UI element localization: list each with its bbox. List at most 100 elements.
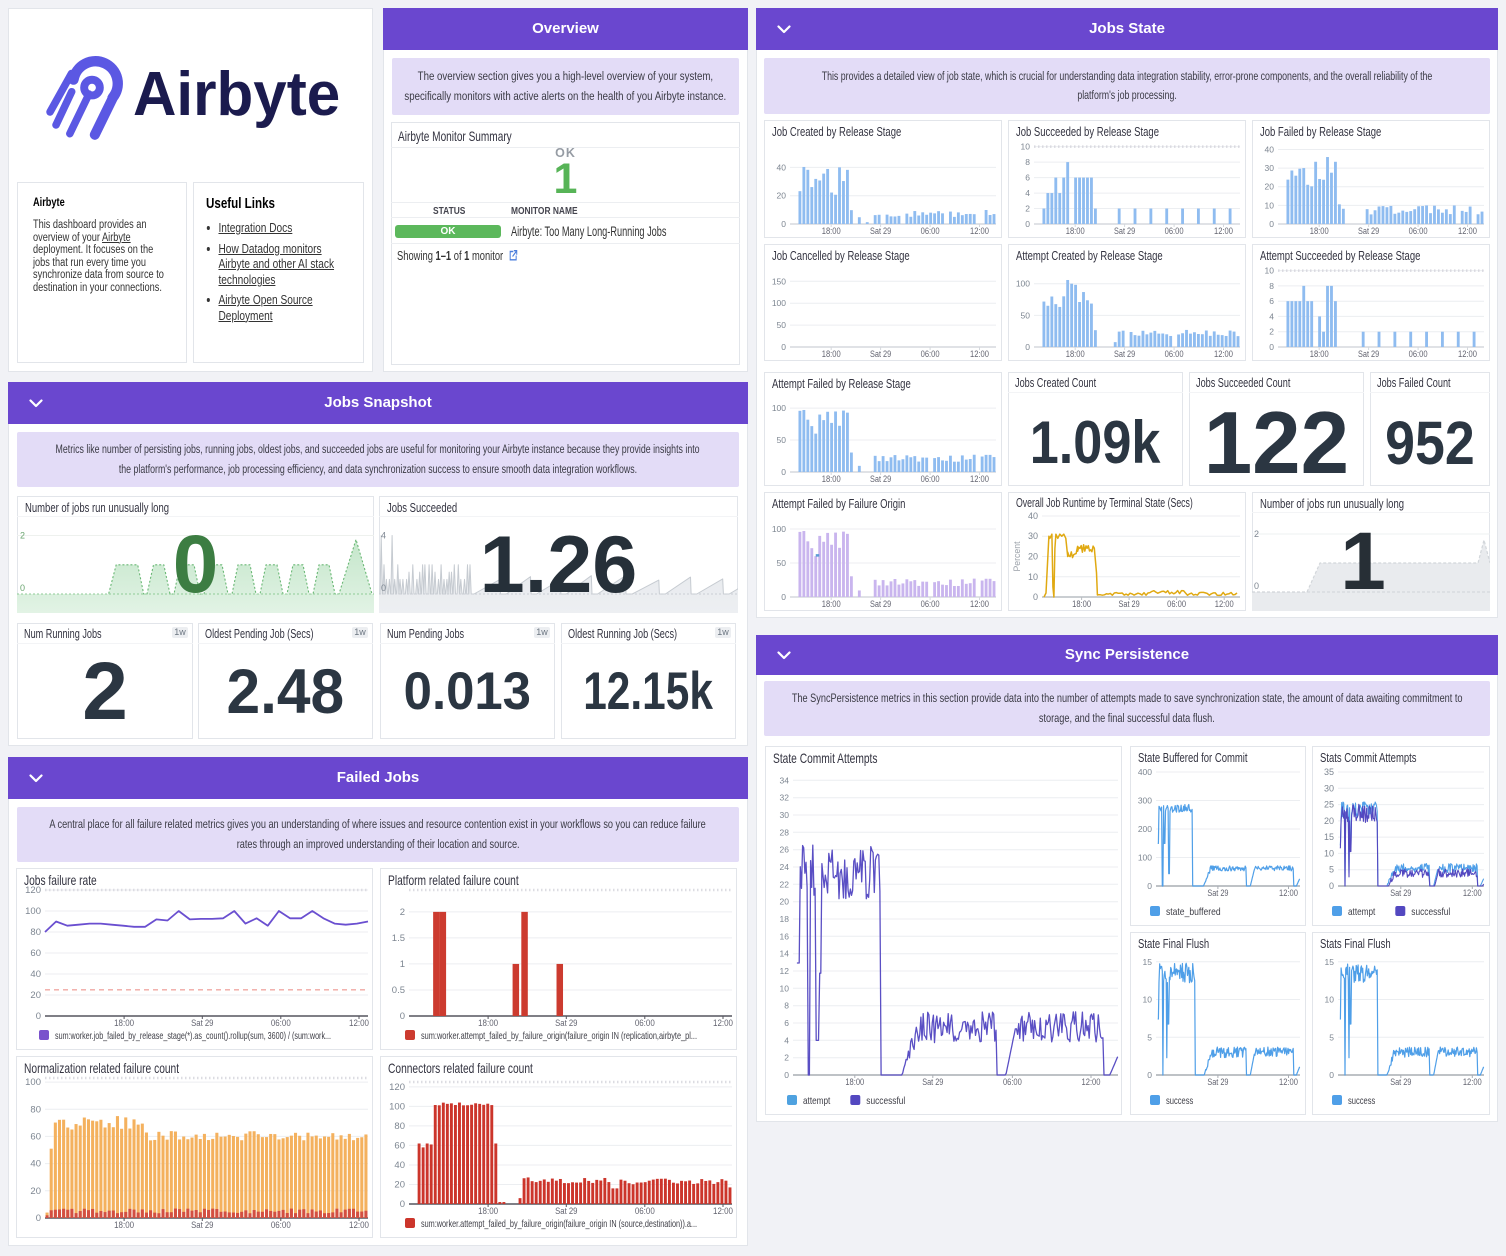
svg-text:06:00: 06:00 [1167, 599, 1186, 609]
svg-text:06:00: 06:00 [1165, 226, 1184, 236]
svg-text:0: 0 [781, 342, 786, 352]
svg-text:0: 0 [1329, 1070, 1334, 1080]
svg-text:100: 100 [25, 906, 41, 917]
svg-text:06:00: 06:00 [1409, 226, 1428, 236]
svg-text:8: 8 [1025, 157, 1030, 167]
svg-text:35: 35 [1324, 767, 1334, 777]
svg-text:12:00: 12:00 [970, 599, 989, 609]
svg-text:18:00: 18:00 [478, 1206, 498, 1217]
svg-text:0: 0 [1025, 342, 1030, 352]
svg-text:15: 15 [1325, 957, 1335, 967]
svg-text:0: 0 [400, 1199, 405, 1210]
svg-text:Sat 29: Sat 29 [555, 1018, 577, 1029]
svg-text:4: 4 [1025, 188, 1030, 198]
svg-text:18:00: 18:00 [1072, 599, 1091, 609]
svg-text:20: 20 [1324, 816, 1334, 826]
svg-text:2: 2 [400, 907, 405, 918]
svg-text:1.5: 1.5 [392, 933, 405, 944]
svg-text:attempt: attempt [1348, 906, 1375, 918]
svg-text:50: 50 [777, 558, 787, 568]
svg-text:Sat 29: Sat 29 [191, 1220, 213, 1231]
svg-text:06:00: 06:00 [921, 599, 940, 609]
svg-text:100: 100 [1138, 853, 1152, 863]
svg-text:12:00: 12:00 [1214, 226, 1233, 236]
svg-text:15: 15 [1324, 832, 1334, 842]
svg-text:200: 200 [1138, 824, 1152, 834]
svg-text:100: 100 [25, 1077, 41, 1088]
svg-text:06:00: 06:00 [1003, 1077, 1022, 1087]
svg-text:Sat 29: Sat 29 [1358, 349, 1379, 359]
svg-text:18:00: 18:00 [114, 1220, 134, 1231]
svg-text:10: 10 [780, 983, 790, 993]
svg-text:18:00: 18:00 [822, 474, 841, 484]
svg-text:18:00: 18:00 [822, 349, 841, 359]
svg-text:60: 60 [30, 1131, 41, 1142]
svg-text:successful: successful [866, 1095, 905, 1107]
svg-text:5: 5 [1329, 865, 1334, 875]
svg-text:34: 34 [780, 775, 790, 785]
svg-text:0: 0 [1269, 219, 1274, 229]
svg-text:10: 10 [1324, 848, 1334, 858]
svg-text:12:00: 12:00 [349, 1220, 369, 1231]
svg-text:12:00: 12:00 [970, 226, 989, 236]
svg-text:40: 40 [1028, 511, 1038, 521]
svg-text:30: 30 [1265, 163, 1275, 173]
svg-text:18:00: 18:00 [1310, 226, 1329, 236]
svg-text:20: 20 [30, 1186, 41, 1197]
svg-text:0: 0 [20, 583, 25, 593]
svg-text:60: 60 [30, 948, 41, 959]
svg-text:10: 10 [1143, 995, 1153, 1005]
svg-text:12:00: 12:00 [1279, 888, 1298, 898]
svg-text:sum:worker.attempt_failed_by_f: sum:worker.attempt_failed_by_failure_ori… [421, 1218, 697, 1230]
svg-text:40: 40 [30, 1159, 41, 1170]
svg-text:0: 0 [1147, 1070, 1152, 1080]
svg-text:successful: successful [1411, 906, 1450, 918]
svg-text:0: 0 [381, 583, 386, 593]
svg-text:0: 0 [1254, 581, 1259, 591]
svg-text:Sat 29: Sat 29 [870, 226, 891, 236]
svg-text:15: 15 [1143, 957, 1153, 967]
svg-text:100: 100 [772, 298, 786, 308]
svg-text:4: 4 [784, 1035, 789, 1045]
svg-text:12:00: 12:00 [1082, 1077, 1101, 1087]
svg-text:80: 80 [30, 1104, 41, 1115]
svg-text:40: 40 [1265, 145, 1275, 155]
svg-text:06:00: 06:00 [271, 1018, 291, 1029]
svg-text:06:00: 06:00 [271, 1220, 291, 1231]
svg-text:1: 1 [400, 959, 405, 970]
svg-text:12:00: 12:00 [1214, 349, 1233, 359]
svg-text:60: 60 [394, 1140, 405, 1151]
svg-text:50: 50 [1021, 310, 1031, 320]
svg-text:150: 150 [772, 276, 786, 286]
svg-text:16: 16 [780, 931, 790, 941]
svg-text:300: 300 [1138, 796, 1152, 806]
svg-text:2: 2 [1254, 529, 1259, 539]
svg-text:18:00: 18:00 [1310, 349, 1329, 359]
svg-text:06:00: 06:00 [921, 474, 940, 484]
svg-text:0.5: 0.5 [392, 985, 405, 996]
svg-text:50: 50 [777, 320, 787, 330]
svg-text:Sat 29: Sat 29 [870, 474, 891, 484]
svg-text:12:00: 12:00 [713, 1018, 733, 1029]
svg-text:20: 20 [780, 897, 790, 907]
svg-text:20: 20 [1028, 552, 1038, 562]
svg-text:Sat 29: Sat 29 [191, 1018, 213, 1029]
svg-text:20: 20 [394, 1180, 405, 1191]
svg-text:120: 120 [389, 1082, 405, 1093]
svg-text:24: 24 [780, 862, 790, 872]
svg-text:18:00: 18:00 [822, 599, 841, 609]
svg-text:40: 40 [30, 969, 41, 980]
svg-text:6: 6 [1269, 296, 1274, 306]
svg-text:10: 10 [1265, 200, 1275, 210]
svg-text:12:00: 12:00 [1463, 1077, 1482, 1087]
svg-text:8: 8 [1269, 281, 1274, 291]
svg-text:Sat 29: Sat 29 [1119, 599, 1140, 609]
svg-text:4: 4 [381, 531, 386, 541]
svg-text:0: 0 [781, 219, 786, 229]
svg-text:12:00: 12:00 [1463, 888, 1482, 898]
svg-text:18: 18 [780, 914, 790, 924]
svg-text:0: 0 [400, 1011, 405, 1022]
svg-text:06:00: 06:00 [1409, 349, 1428, 359]
svg-text:success: success [1166, 1095, 1193, 1107]
svg-text:400: 400 [1138, 767, 1152, 777]
